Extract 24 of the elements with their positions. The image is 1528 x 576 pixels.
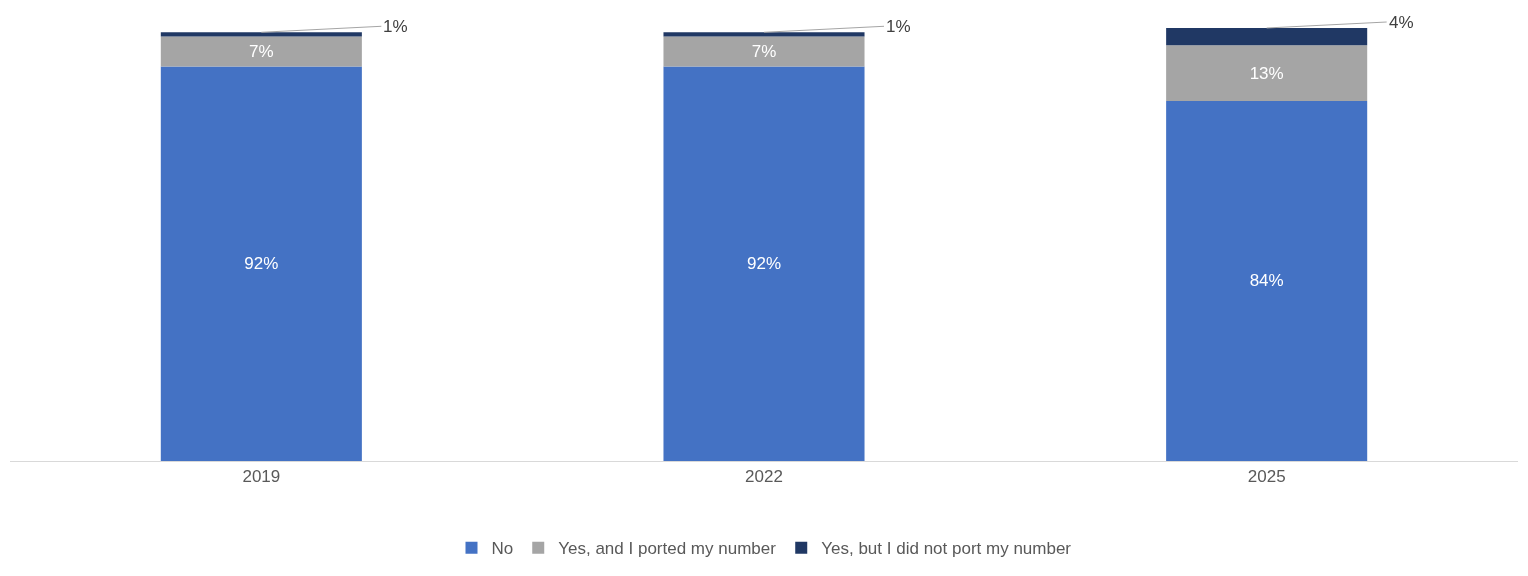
bar	[160, 32, 362, 37]
data-label: 4%	[1389, 13, 1414, 32]
bar	[1166, 28, 1368, 46]
data-label: 7%	[751, 42, 777, 62]
x-tick-label: 2022	[745, 467, 783, 487]
data-label: 13%	[1249, 63, 1284, 83]
legend-label: Yes, but I did not port my number	[821, 539, 1072, 559]
data-label: 1%	[383, 17, 408, 36]
bar	[160, 66, 362, 461]
data-label: 1%	[886, 17, 911, 36]
bar	[663, 32, 865, 37]
bar	[160, 36, 362, 67]
x-tick-label: 2019	[242, 467, 281, 487]
bar	[663, 36, 865, 67]
data-label: 92%	[746, 254, 782, 274]
bar	[1166, 45, 1368, 101]
legend-label: Yes, and I ported my number	[558, 539, 777, 559]
data-label: 84%	[1249, 271, 1284, 291]
x-tick-label: 2025	[1247, 467, 1286, 487]
legend-label: No	[491, 539, 514, 559]
data-label: 92%	[244, 254, 279, 274]
bar	[1166, 100, 1368, 461]
bar	[663, 66, 865, 461]
data-label: 7%	[249, 42, 274, 62]
